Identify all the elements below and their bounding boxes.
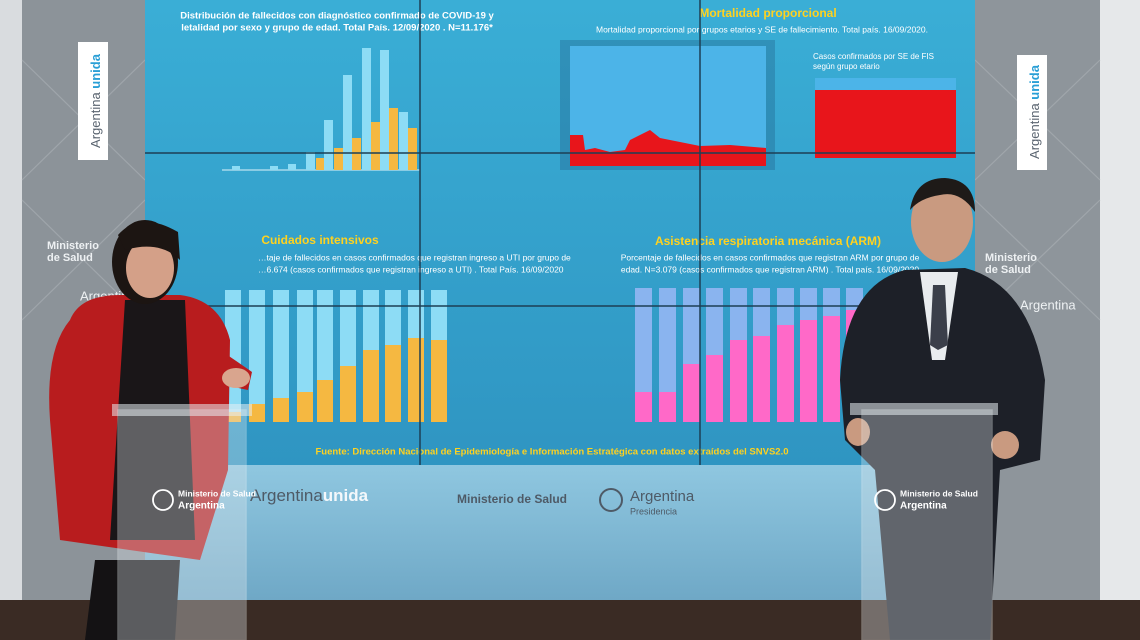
side-country: Argentina xyxy=(1020,297,1076,312)
panel-title: letalidad por sexo y grupo de edad. Tota… xyxy=(181,23,493,34)
panel-subtitle: Mortalidad proporcional por grupos etari… xyxy=(596,24,928,34)
panel-subtitle: Porcentaje de fallecidos en casos confir… xyxy=(621,252,920,262)
side-ministry: Ministerio xyxy=(985,252,1037,264)
emblem xyxy=(599,488,623,512)
side-ministry: de Salud xyxy=(47,252,93,264)
brand-main: Argentina xyxy=(250,486,323,505)
wall-ministry: Ministerio de Salud xyxy=(457,492,567,506)
podium-country: Argentina xyxy=(900,501,947,512)
brand-accent: unida xyxy=(88,53,103,88)
podium-right: Ministerio de Salud Argentina xyxy=(850,403,998,640)
inset-title: Casos confirmados por SE de FIS xyxy=(813,52,934,61)
inset-title: según grupo etario xyxy=(813,62,880,71)
banner xyxy=(78,42,108,160)
side-ministry: de Salud xyxy=(985,264,1031,276)
banner-text: Argentina unida xyxy=(1027,64,1042,159)
panel-title: Mortalidad proporcional xyxy=(699,6,836,20)
window xyxy=(0,0,22,600)
banner-text: Argentina unida xyxy=(88,53,103,148)
chart-graphic xyxy=(225,290,447,422)
banner xyxy=(1017,55,1047,170)
podium-country: Argentina xyxy=(178,501,225,512)
panel-title: Cuidados intensivos xyxy=(261,233,379,247)
panel-title: Asistencia respiratoria mecánica (ARM) xyxy=(655,234,881,248)
podium-ministry: Ministerio de Salud xyxy=(900,488,978,498)
panel-subtitle: edad. N=3.079 (casos confirmados que reg… xyxy=(621,264,919,274)
panel-subtitle: …taje de fallecidos en casos confirmados… xyxy=(258,252,571,262)
speaker-right xyxy=(840,178,1045,640)
screen-seams xyxy=(145,0,975,465)
chart-graphic xyxy=(570,46,956,166)
podium-ministry: Ministerio de Salud xyxy=(178,488,256,498)
window xyxy=(1100,0,1140,600)
source-note: Fuente: Dirección Nacional de Epidemiolo… xyxy=(315,447,788,458)
lower-wall xyxy=(145,465,975,600)
wall-brand: Argentinaunida xyxy=(250,486,369,505)
brand-main: Argentina xyxy=(1027,103,1042,159)
brand-accent: unida xyxy=(1027,64,1042,99)
panel-title: Distribución de fallecidos con diagnósti… xyxy=(180,11,494,22)
brand-accent: unida xyxy=(323,486,369,505)
wall-presidency: Presidencia xyxy=(630,506,677,516)
podium-left: Ministerio de Salud Argentina xyxy=(112,404,256,640)
side-ministry: Ministerio xyxy=(47,240,99,252)
panel-subtitle: …6.674 (casos confirmados que registran … xyxy=(258,264,564,274)
speaker-left xyxy=(49,220,252,640)
brand-main: Argentina xyxy=(88,92,103,148)
chart-graphic xyxy=(222,48,420,171)
wall-country: Argentina xyxy=(630,488,695,505)
